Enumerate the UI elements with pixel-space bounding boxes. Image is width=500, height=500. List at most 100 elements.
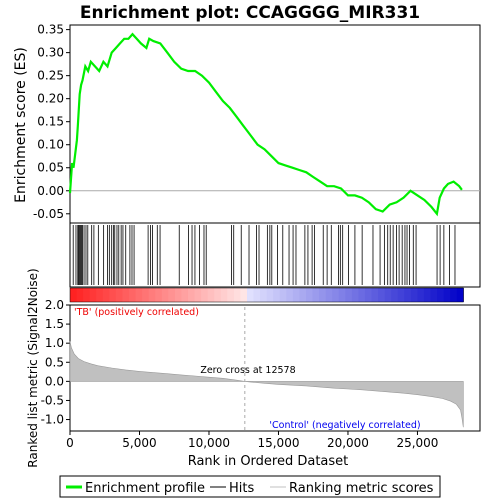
rank-color-segment	[345, 288, 353, 302]
rank-color-segment	[456, 288, 464, 302]
rank-color-segment	[83, 288, 91, 302]
ranked-metric-y-axis-label: Ranked list metric (Signal2Noise)	[26, 268, 40, 467]
rank-color-segment	[240, 288, 248, 302]
rank-color-segment	[384, 288, 392, 302]
rank-color-segment	[338, 288, 346, 302]
hit-lines	[72, 225, 456, 285]
rank-color-segment	[142, 288, 150, 302]
ranked-metric-panel: -1.0 -0.5 0.0 0.5 1.0 1.5 2.0 'TB' (positively…	[26, 268, 481, 468]
x-tick-label: 10,000	[188, 436, 230, 450]
x-axis-label: Rank in Ordered Dataset	[188, 454, 349, 469]
x-axis: 0 5,000 10,000 15,000 20,000 25,000	[66, 431, 438, 450]
rank-color-segment	[161, 288, 169, 302]
ranked-metric-area	[69, 341, 464, 428]
ranked-metric-y-tick-label: 0.5	[45, 355, 64, 369]
es-y-tick-label: 0.10	[37, 138, 64, 152]
rank-color-segment	[286, 288, 294, 302]
rank-color-segment	[443, 288, 451, 302]
rank-color-segment	[273, 288, 281, 302]
rank-color-segment	[437, 288, 445, 302]
rank-color-segment	[351, 288, 359, 302]
legend-label-hits: Hits	[229, 481, 254, 496]
enrichment-profile-line	[68, 32, 463, 217]
rank-color-segment	[319, 288, 327, 302]
rank-color-segment	[450, 288, 458, 302]
rank-color-segment	[201, 288, 209, 302]
rank-color-strip-border	[69, 287, 464, 303]
rank-color-strip	[69, 287, 464, 303]
ranked-metric-y-tick-label: 2.0	[45, 298, 64, 312]
legend-label-enrichment-profile: Enrichment profile	[85, 481, 205, 496]
rank-color-segment	[391, 288, 399, 302]
rank-color-segment	[430, 288, 438, 302]
rank-color-segment	[364, 288, 373, 302]
rank-color-segment	[371, 288, 379, 302]
rank-color-segment	[253, 288, 261, 302]
zero-cross-label: Zero cross at 12578	[200, 365, 295, 376]
es-y-ticks: -0.05 0.00 0.05 0.10 0.15 0.20 0.25 0.30 0.35	[33, 23, 70, 221]
x-tick-label: 20,000	[327, 436, 369, 450]
chart-title: Enrichment plot: CCAGGGG_MIR331	[80, 3, 420, 23]
ranked-metric-y-tick-label: -0.5	[41, 393, 64, 407]
rank-color-segment	[109, 288, 117, 302]
rank-color-segment	[227, 288, 235, 302]
legend-label-ranking-metric: Ranking metric scores	[289, 481, 434, 496]
x-tick-label: 15,000	[257, 436, 299, 450]
ranked-metric-y-ticks: -1.0 -0.5 0.0 0.5 1.0 1.5 2.0	[41, 298, 70, 427]
rank-color-segment	[148, 288, 156, 302]
rank-color-segment	[404, 288, 412, 302]
rank-color-segment	[214, 288, 222, 302]
rank-color-segment	[299, 288, 307, 302]
rank-color-segment	[358, 288, 366, 302]
rank-color-segment	[378, 288, 386, 302]
rank-color-segment	[70, 288, 78, 302]
rank-color-segment	[332, 288, 340, 302]
rank-color-segment	[260, 288, 268, 302]
es-y-tick-label: 0.05	[37, 161, 64, 175]
rank-color-segment	[246, 288, 255, 302]
rank-color-segment	[397, 288, 405, 302]
rank-color-segment	[155, 288, 163, 302]
rank-color-segment	[181, 288, 189, 302]
ranked-metric-y-tick-label: 1.5	[45, 317, 64, 331]
es-y-axis-label: Enrichment score (ES)	[13, 47, 29, 203]
rank-color-segment	[417, 288, 425, 302]
positive-correlation-label: 'TB' (positively correlated)	[74, 307, 199, 318]
hits-panel	[69, 222, 481, 288]
rank-color-segment	[76, 288, 84, 302]
legend: Enrichment profile Hits Ranking metric s…	[59, 475, 441, 498]
rank-color-segment	[207, 288, 215, 302]
x-tick-label: 25,000	[396, 436, 438, 450]
rank-color-segment	[122, 288, 130, 302]
rank-color-segment	[325, 288, 333, 302]
rank-color-segment	[292, 288, 300, 302]
rank-color-segment	[220, 288, 228, 302]
ranked-metric-frame	[69, 304, 481, 432]
rank-color-segment	[410, 288, 418, 302]
es-panel-frame	[69, 24, 481, 224]
es-line-group	[68, 32, 463, 217]
rank-color-segment	[128, 288, 137, 302]
rank-color-segment	[96, 288, 104, 302]
rank-color-segment	[115, 288, 123, 302]
rank-color-segment	[135, 288, 143, 302]
rank-color-segment	[89, 288, 97, 302]
x-tick-label: 5,000	[122, 436, 156, 450]
x-tick-label: 0	[66, 436, 74, 450]
ranked-metric-y-tick-label: -1.0	[41, 413, 64, 427]
hits-panel-frame	[69, 222, 481, 288]
rank-color-segment	[266, 288, 274, 302]
es-y-tick-label: 0.15	[37, 115, 64, 129]
rank-color-segment	[174, 288, 182, 302]
es-y-tick-label: 0.20	[37, 92, 64, 106]
legend-frame	[59, 475, 441, 498]
rank-color-segment	[102, 288, 110, 302]
rank-color-segment	[423, 288, 432, 302]
es-y-tick-label: 0.00	[37, 184, 64, 198]
rank-color-segment	[168, 288, 176, 302]
ranked-metric-area-path	[69, 341, 464, 428]
es-y-tick-label: 0.35	[37, 23, 64, 37]
ranked-metric-y-tick-label: 1.0	[45, 336, 64, 350]
